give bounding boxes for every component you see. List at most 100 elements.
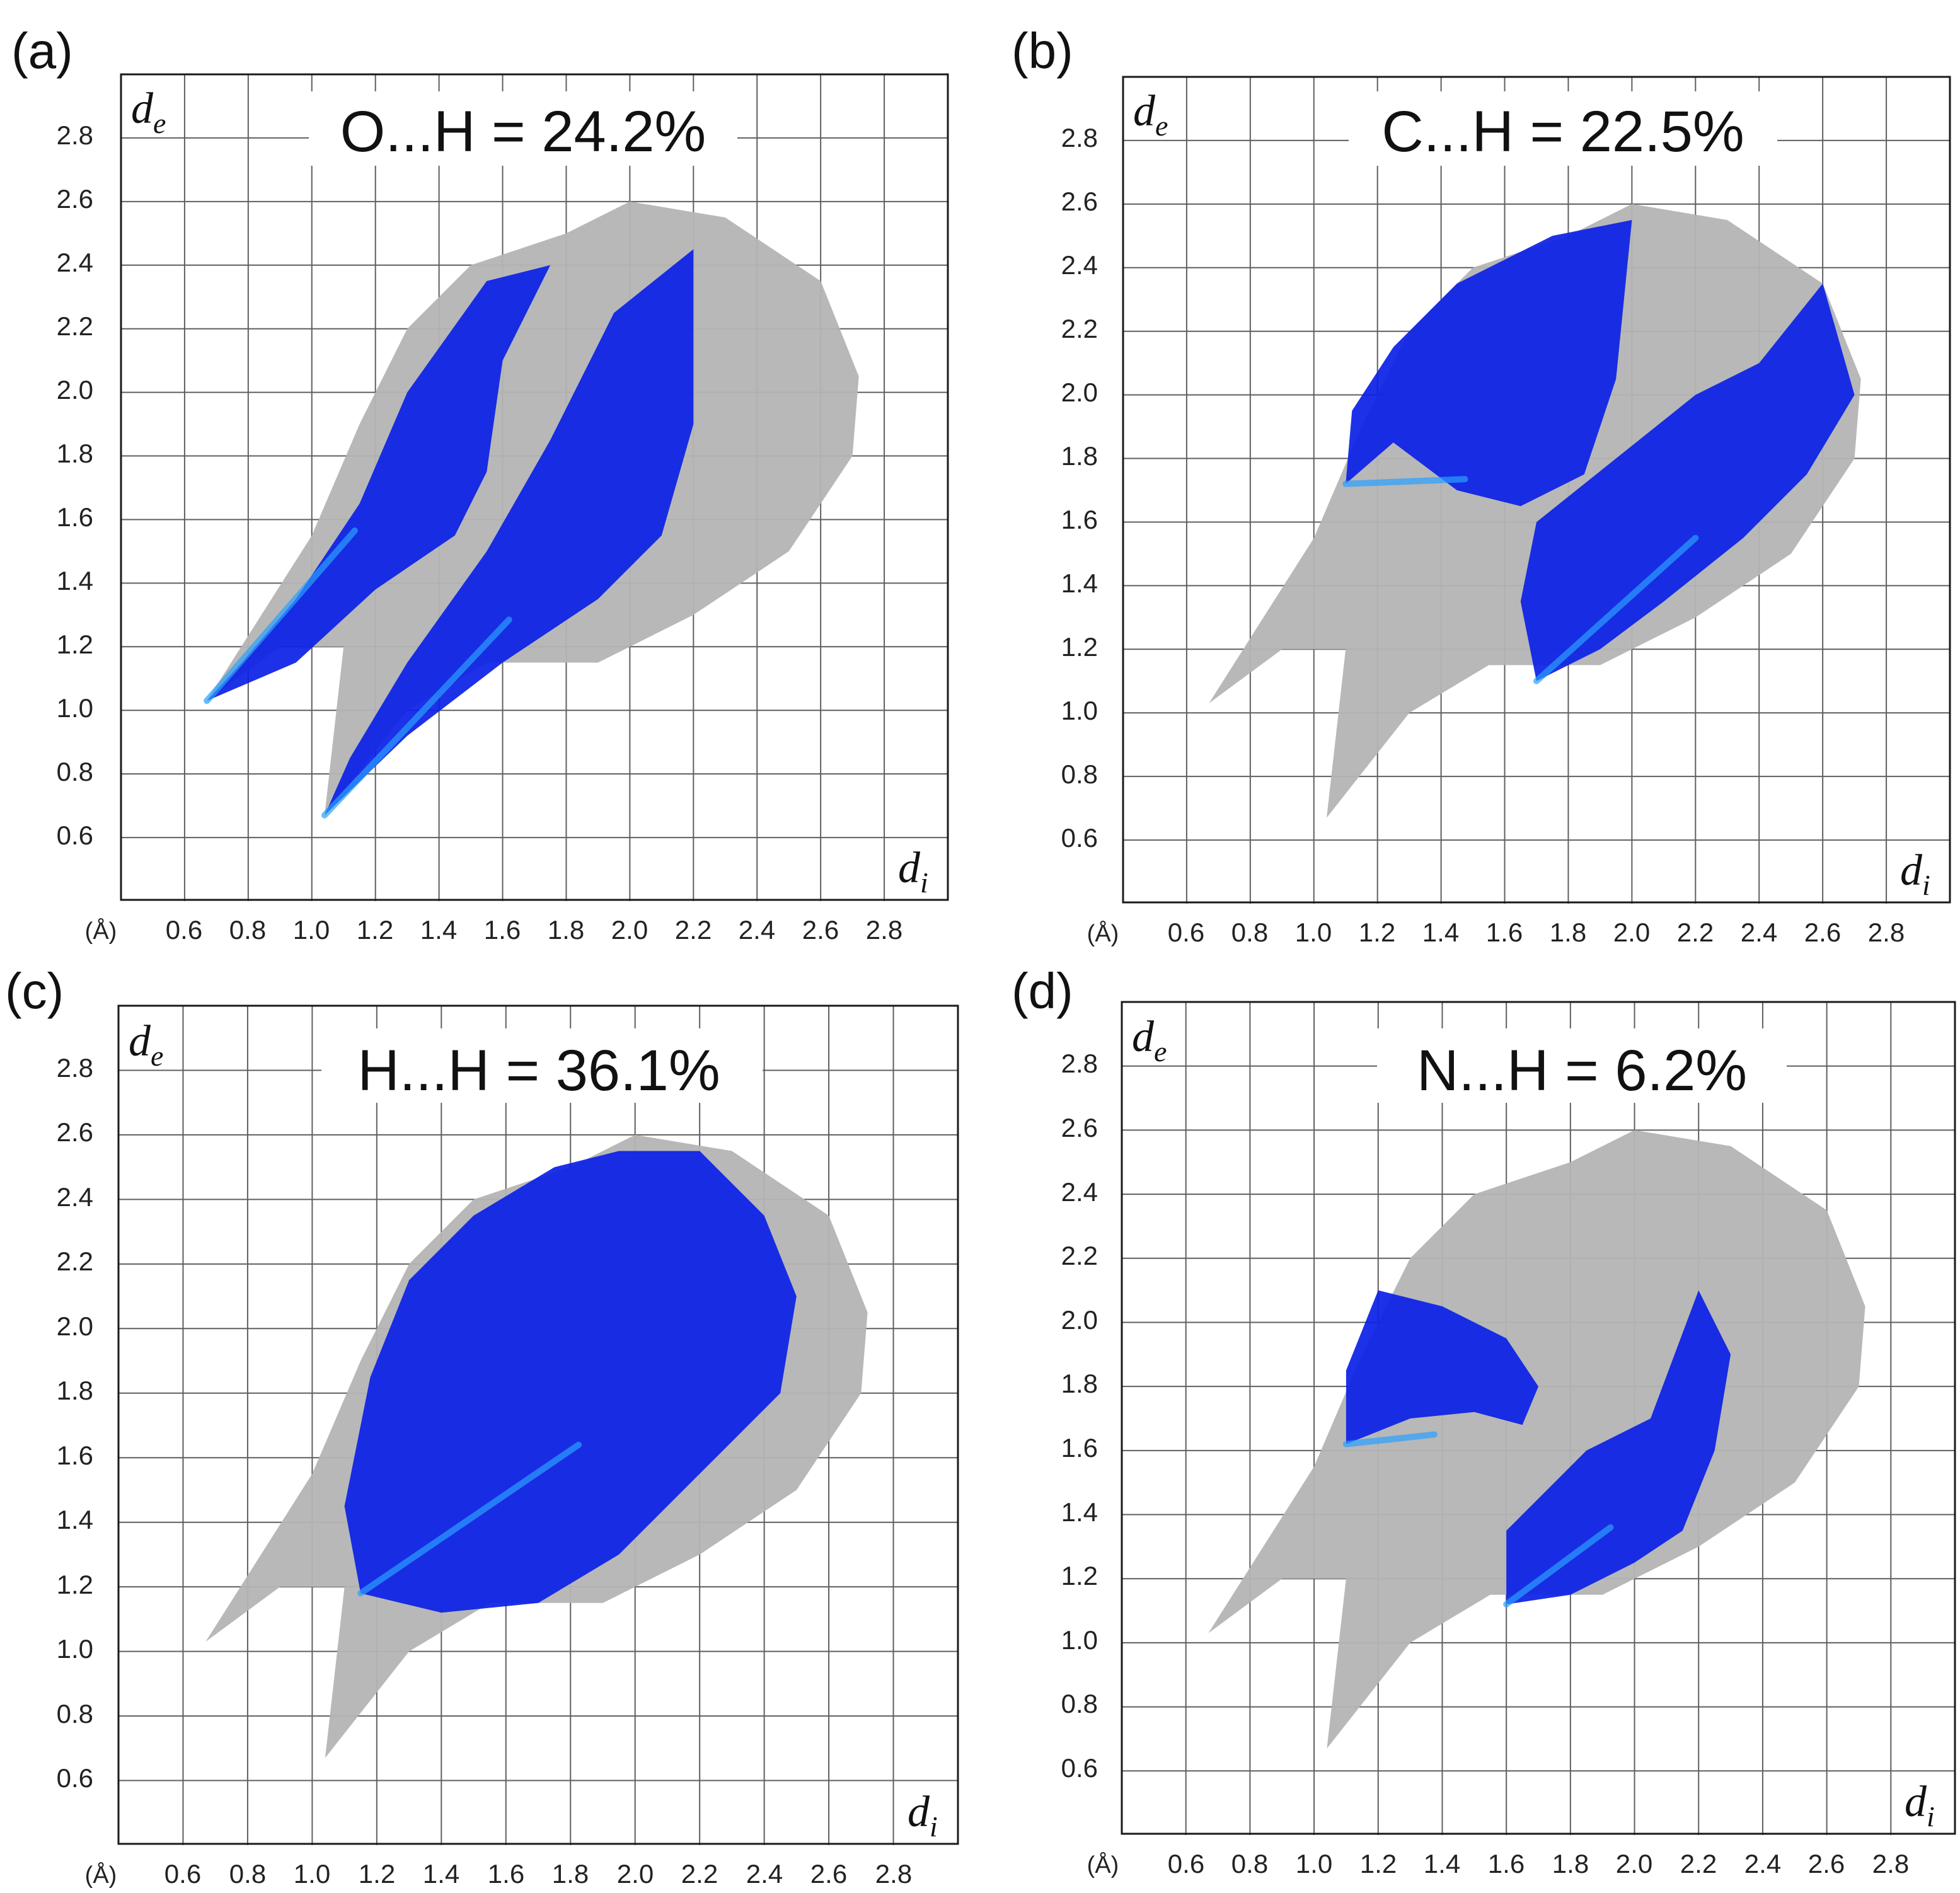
x-tick-label: 0.8: [229, 1859, 266, 1889]
y-tick-label: 1.2: [57, 1570, 93, 1599]
x-tick-label: 2.8: [866, 915, 902, 945]
x-tick-label: 1.2: [359, 1859, 395, 1889]
x-tick-label: 1.2: [357, 915, 393, 945]
density-highlight: [204, 527, 358, 705]
plot-area: [1123, 77, 1950, 904]
title-backdrop: [309, 91, 737, 166]
highlighted-contact-region: [1506, 1290, 1731, 1604]
y-tick-label: 2.4: [57, 248, 93, 277]
title-backdrop: [1377, 1028, 1787, 1103]
plot-area: [121, 74, 948, 901]
x-tick-label: 2.2: [1680, 1849, 1717, 1879]
x-tick-label: 1.4: [1424, 1849, 1460, 1879]
x-tick-label: 1.0: [293, 915, 330, 945]
x-tick-label: 2.6: [802, 915, 839, 945]
y-axis-ticks: 0.6 0.8 1.0 1.2 1.4 1.6 1.8 2.0 2.2 2.4 …: [57, 1053, 93, 1793]
y-tick-label: 0.6: [57, 1763, 93, 1793]
y-tick-label: 1.0: [57, 1634, 93, 1664]
highlighted-contact-region: [1520, 284, 1855, 681]
x-tick-label: 2.2: [675, 915, 712, 945]
plot-frame: [117, 1004, 959, 1845]
x-tick-label: 1.8: [1552, 1849, 1589, 1879]
density-highlight: [357, 1441, 582, 1597]
x-tick-label: 1.8: [1550, 918, 1586, 947]
density-highlight: [1533, 534, 1699, 684]
y-tick-label: 2.0: [1061, 377, 1098, 407]
y-tick-label: 0.8: [57, 1699, 93, 1729]
x-tick-label: 0.8: [229, 915, 266, 945]
x-tick-label: 1.2: [1359, 918, 1395, 947]
x-axis-label: di: [908, 1788, 938, 1843]
x-tick-label: 2.4: [1744, 1849, 1781, 1879]
panel-label: (c): [5, 963, 64, 1019]
x-tick-label: 2.4: [739, 915, 775, 945]
plot-area: [1122, 1002, 1955, 1835]
y-tick-label: 2.8: [1061, 1049, 1098, 1078]
y-tick-label: 1.4: [57, 566, 93, 596]
panel-d: (d) 0.6 0.8 1.0 1.2 1.4 1.6 1.8 2.0 2.2 …: [1012, 963, 1956, 1879]
y-tick-label: 1.4: [1061, 1497, 1098, 1527]
y-axis-label: de: [131, 84, 166, 139]
x-tick-label: 2.6: [810, 1859, 847, 1889]
x-tick-label: 0.6: [166, 915, 202, 945]
y-axis-ticks: 0.6 0.8 1.0 1.2 1.4 1.6 1.8 2.0 2.2 2.4 …: [57, 120, 93, 850]
y-tick-label: 2.6: [1061, 1113, 1098, 1142]
highlighted-contact-region: [1346, 1290, 1538, 1444]
x-tick-label: 1.4: [420, 915, 457, 945]
x-tick-label: 1.6: [1486, 918, 1523, 947]
y-tick-label: 0.6: [1061, 1753, 1098, 1783]
y-tick-label: 2.8: [57, 1053, 93, 1083]
y-tick-label: 1.2: [1061, 632, 1098, 662]
y-axis-label: de: [129, 1017, 163, 1072]
highlighted-contact-region: [1346, 220, 1632, 507]
y-tick-label: 0.8: [1061, 1689, 1098, 1718]
y-tick-label: 2.0: [1061, 1305, 1098, 1335]
x-tick-label: 0.8: [1231, 1849, 1268, 1879]
y-tick-label: 2.6: [57, 1117, 93, 1147]
x-axis-label: di: [1900, 846, 1930, 901]
y-axis-ticks: 0.6 0.8 1.0 1.2 1.4 1.6 1.8 2.0 2.2 2.4 …: [1061, 1049, 1098, 1783]
y-tick-label: 1.4: [57, 1505, 93, 1534]
title-backdrop: [1349, 91, 1777, 166]
panel-b: (b) 0.6 0.8 1.0 1.2 1.4 1.6 1.8 2.0 2.2 …: [1012, 23, 1951, 947]
y-tick-label: 1.0: [1061, 696, 1098, 725]
x-tick-label: 1.4: [423, 1859, 459, 1889]
x-tick-label: 1.6: [488, 1859, 524, 1889]
x-tick-label: 2.6: [1808, 1849, 1845, 1879]
chart-title: H...H = 36.1%: [357, 1039, 720, 1103]
x-tick-label: 2.8: [1868, 918, 1905, 947]
x-tick-label: 2.0: [1613, 918, 1650, 947]
y-tick-label: 2.6: [57, 184, 93, 214]
x-tick-label: 1.0: [1296, 1849, 1332, 1879]
y-tick-label: 1.0: [57, 693, 93, 723]
y-tick-label: 2.2: [57, 311, 93, 341]
chart-title: C...H = 22.5%: [1381, 100, 1744, 164]
all-contacts-region: [1208, 1130, 1865, 1749]
x-tick-label: 1.8: [552, 1859, 589, 1889]
y-tick-label: 2.2: [1061, 1241, 1098, 1270]
x-tick-label: 2.4: [1741, 918, 1777, 947]
x-tick-label: 2.0: [1616, 1849, 1652, 1879]
panel-c: (c) 0.6 0.8 1.0 1.2 1.4 1.6 1.8 2.0 2.2 …: [5, 963, 959, 1889]
y-tick-label: 0.8: [57, 757, 93, 786]
x-tick-label: 2.8: [1872, 1849, 1909, 1879]
y-axis-label: de: [1132, 1013, 1167, 1067]
y-tick-label: 2.4: [1061, 1177, 1098, 1207]
panel-label: (d): [1012, 963, 1073, 1019]
y-tick-label: 1.0: [1061, 1625, 1098, 1655]
y-tick-label: 1.8: [1061, 1369, 1098, 1398]
x-tick-label: 1.0: [1295, 918, 1332, 947]
x-tick-label: 2.6: [1804, 918, 1841, 947]
y-tick-label: 2.0: [57, 1311, 93, 1341]
y-tick-label: 2.8: [1061, 123, 1098, 152]
x-tick-label: 2.4: [746, 1859, 783, 1889]
y-tick-label: 2.8: [57, 120, 93, 150]
x-tick-label: 0.6: [1168, 1849, 1204, 1879]
y-tick-label: 2.4: [1061, 250, 1098, 280]
y-tick-label: 1.2: [1061, 1561, 1098, 1591]
x-axis-ticks: (Å) 0.6 0.8 1.0 1.2 1.4 1.6 1.8 2.0 2.2 …: [1087, 1849, 1910, 1879]
x-tick-label: 1.6: [484, 915, 521, 945]
x-axis-ticks: (Å) 0.6 0.8 1.0 1.2 1.4 1.6 1.8 2.0 2.2 …: [85, 915, 903, 945]
x-tick-label: 2.0: [617, 1859, 654, 1889]
